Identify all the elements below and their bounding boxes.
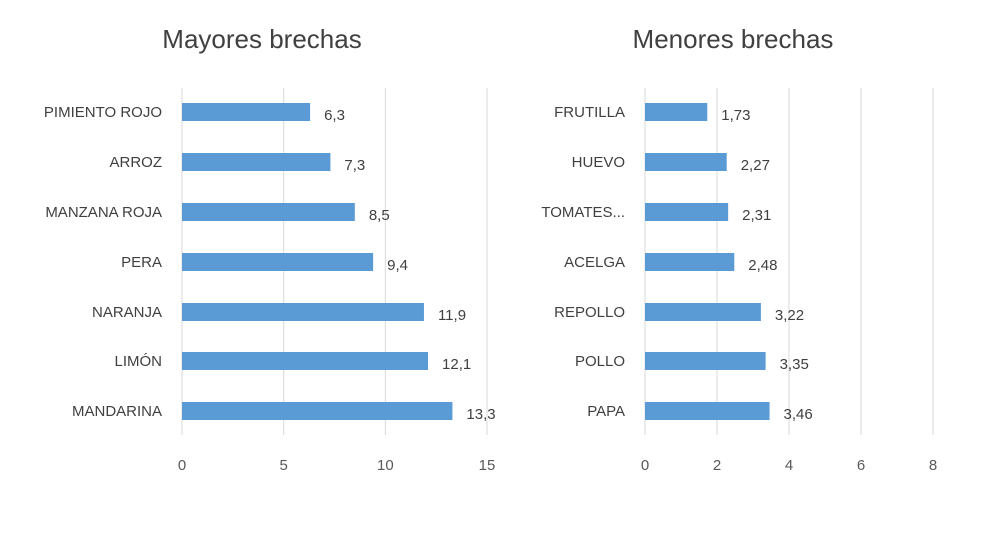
- bar: [645, 352, 766, 370]
- bar: [645, 103, 708, 121]
- category-label: HUEVO: [572, 154, 625, 171]
- data-label: 13,3: [466, 406, 495, 423]
- category-label: TOMATES...: [541, 204, 625, 221]
- x-tick-label: 8: [929, 457, 937, 474]
- data-label: 3,22: [775, 307, 804, 324]
- data-label: 12,1: [442, 356, 471, 373]
- data-label: 3,46: [784, 406, 813, 423]
- category-label: PERA: [121, 254, 162, 271]
- bar: [182, 203, 355, 221]
- data-label: 1,73: [721, 107, 750, 124]
- bar: [645, 153, 727, 171]
- data-label: 2,31: [742, 207, 771, 224]
- data-label: 2,48: [748, 257, 777, 274]
- category-label: PIMIENTO ROJO: [44, 104, 162, 121]
- category-label: POLLO: [575, 353, 625, 370]
- data-label: 6,3: [324, 107, 345, 124]
- bar: [645, 303, 761, 321]
- bar: [645, 402, 770, 420]
- x-tick-label: 10: [377, 457, 394, 474]
- bar: [182, 103, 311, 121]
- data-label: 2,27: [741, 157, 770, 174]
- category-label: NARANJA: [92, 304, 162, 321]
- bar: [645, 253, 735, 271]
- bar: [182, 402, 453, 420]
- x-tick-label: 0: [178, 457, 186, 474]
- category-label: PAPA: [587, 403, 625, 420]
- bar: [182, 153, 331, 171]
- chart-title: Menores brechas: [633, 24, 834, 54]
- category-label: MANDARINA: [72, 403, 162, 420]
- category-label: ARROZ: [110, 154, 163, 171]
- x-tick-label: 2: [713, 457, 721, 474]
- bar: [182, 253, 374, 271]
- data-label: 11,9: [438, 307, 466, 324]
- x-tick-label: 5: [279, 457, 287, 474]
- category-label: LIMÓN: [114, 353, 162, 370]
- data-label: 9,4: [387, 257, 408, 274]
- category-label: MANZANA ROJA: [45, 204, 162, 221]
- x-tick-label: 15: [479, 457, 496, 474]
- x-tick-label: 6: [857, 457, 865, 474]
- bar: [182, 303, 424, 321]
- category-label: REPOLLO: [554, 304, 625, 321]
- x-tick-label: 0: [641, 457, 649, 474]
- data-label: 7,3: [344, 157, 365, 174]
- x-tick-label: 4: [785, 457, 793, 474]
- data-label: 8,5: [369, 207, 390, 224]
- category-label: FRUTILLA: [554, 104, 625, 121]
- bar: [645, 203, 729, 221]
- bar: [182, 352, 429, 370]
- data-label: 3,35: [780, 356, 809, 373]
- category-label: ACELGA: [564, 254, 625, 271]
- chart-title: Mayores brechas: [162, 24, 361, 54]
